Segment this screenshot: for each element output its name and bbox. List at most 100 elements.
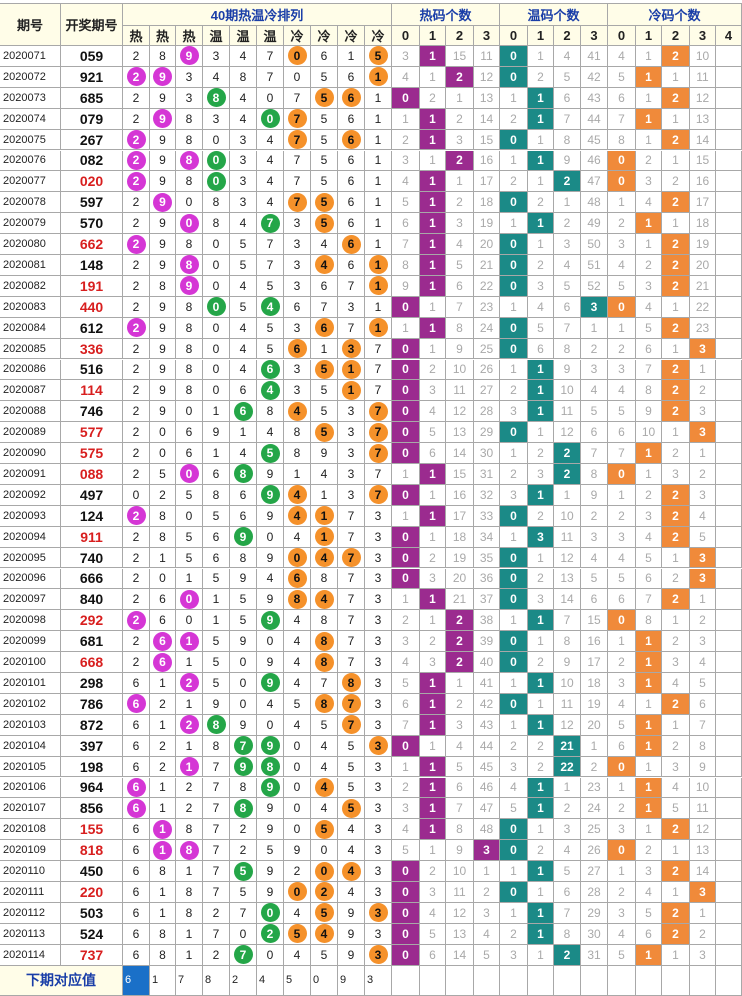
hot-ball: 2 xyxy=(126,171,146,191)
cold-count-cell: 3 xyxy=(608,673,636,694)
rank-cell: 2 xyxy=(123,171,150,193)
issue-cell: 2020095 xyxy=(0,547,61,569)
rank-cell: 9 xyxy=(150,150,176,172)
next-period-value[interactable]: 5 xyxy=(284,965,311,996)
next-period-value[interactable]: 9 xyxy=(338,965,365,996)
cold-count-cell xyxy=(716,610,742,632)
hot-count-cell: 1 xyxy=(392,589,420,611)
rank-cell: 8 xyxy=(176,171,203,193)
hot-count-cell: 42 xyxy=(474,693,500,715)
cold-count-cell: 1 xyxy=(636,944,662,966)
rank-cell: 9 xyxy=(338,902,365,924)
hot-count-cell: 40 xyxy=(474,652,500,673)
hot-count-cell: 4 xyxy=(446,735,474,757)
warm-count-cell: 3 xyxy=(554,819,581,841)
cold-ball: 1 xyxy=(368,276,388,296)
draw-number-cell: 911 xyxy=(61,526,123,548)
next-period-value[interactable]: 0 xyxy=(311,965,338,996)
cold-count-cell xyxy=(716,840,742,862)
cold-ball: 6 xyxy=(341,130,361,150)
cold-count-cell: 2 xyxy=(636,840,662,862)
hot-ball: 2 xyxy=(126,506,146,526)
warm-ball: 5 xyxy=(260,443,280,463)
warm-count-cell: 7 xyxy=(581,443,608,464)
cold-count-cell: 2 xyxy=(662,359,690,381)
hot-count-cell: 27 xyxy=(474,380,500,402)
rank-cell: 6 xyxy=(150,631,176,653)
rank-cell: 8 xyxy=(176,840,203,862)
warm-count-cell: 2 xyxy=(554,944,581,966)
hot-count-cell: 6 xyxy=(446,275,474,297)
warm-count-cell: 6 xyxy=(581,589,608,611)
rank-cell: 0 xyxy=(176,610,203,632)
next-period-value[interactable]: 1 xyxy=(150,965,176,996)
cold-ball: 4 xyxy=(314,589,334,609)
warm-count-cell: 4 xyxy=(528,296,554,318)
rank-cell: 2 xyxy=(257,923,284,945)
rank-cell: 3 xyxy=(284,275,311,297)
rank-cell: 9 xyxy=(203,422,230,444)
hot-ball: 8 xyxy=(179,255,199,275)
cold-ball: 3 xyxy=(341,339,361,359)
next-period-value[interactable]: 7 xyxy=(176,965,203,996)
next-period-value[interactable]: 4 xyxy=(257,965,284,996)
draw-number-cell: 497 xyxy=(61,484,123,506)
issue-cell: 2020101 xyxy=(0,673,61,694)
draw-number-cell: 114 xyxy=(61,380,123,402)
rank-cell: 4 xyxy=(230,443,257,464)
next-period-value[interactable]: 8 xyxy=(203,965,230,996)
hot-count-cell: 4 xyxy=(392,819,420,841)
rank-cell: 8 xyxy=(203,735,230,757)
next-period-value[interactable]: 2 xyxy=(230,965,257,996)
issue-cell: 2020094 xyxy=(0,526,61,548)
rank-cell: 0 xyxy=(257,631,284,653)
draw-number-cell: 666 xyxy=(61,568,123,590)
hot-ball: 2 xyxy=(126,610,146,630)
rank-cell: 2 xyxy=(123,317,150,339)
warm-count-cell: 15 xyxy=(581,610,608,632)
rank-cell: 9 xyxy=(257,673,284,694)
rank-cell: 0 xyxy=(203,255,230,276)
hot-count-cell: 2 xyxy=(446,610,474,632)
warm-count-cell: 0 xyxy=(500,631,528,653)
hot-count-cell: 5 xyxy=(446,756,474,778)
cold-count-cell: 4 xyxy=(636,296,662,318)
rank-cell: 1 xyxy=(150,819,176,841)
rank-cell: 9 xyxy=(257,610,284,632)
hot-count-cell: 7 xyxy=(392,234,420,255)
warm-count-cell: 1 xyxy=(528,359,554,381)
cold-count-cell: 4 xyxy=(662,673,690,694)
rank-cell: 9 xyxy=(150,255,176,276)
next-period-value[interactable]: 3 xyxy=(365,965,392,996)
cold-count-cell: 23 xyxy=(690,317,716,339)
cold-count-cell: 1 xyxy=(608,317,636,339)
warm-count-cell: 1 xyxy=(500,359,528,381)
number-header: 开奖期号 xyxy=(61,4,123,46)
footer-empty-cell xyxy=(662,965,690,996)
cold-count-cell: 0 xyxy=(608,296,636,318)
rank-cell: 8 xyxy=(176,108,203,130)
warm-count-cell: 1 xyxy=(528,610,554,632)
hot-count-cell: 14 xyxy=(446,944,474,966)
rank-cell: 0 xyxy=(150,568,176,590)
cold-count-cell: 3 xyxy=(690,547,716,569)
hot-count-cell: 1 xyxy=(420,505,446,527)
warm-ball: 0 xyxy=(260,109,280,129)
issue-cell: 2020080 xyxy=(0,234,61,255)
hot-count-cell: 2 xyxy=(420,631,446,653)
rank-cell: 6 xyxy=(123,923,150,945)
next-period-value[interactable]: 6 xyxy=(123,965,150,996)
warm-count-cell: 12 xyxy=(554,422,581,444)
hot-count-cell: 1 xyxy=(420,819,446,841)
hot-count-cell: 2 xyxy=(446,693,474,715)
footer-empty-cell xyxy=(690,965,716,996)
cold-ball: 1 xyxy=(368,255,388,275)
rank-cell: 7 xyxy=(203,923,230,945)
warm-count-cell: 3 xyxy=(528,526,554,548)
warm-count-cell: 1 xyxy=(500,673,528,694)
warm-count-cell: 2 xyxy=(500,464,528,485)
hot-count-cell: 7 xyxy=(392,714,420,736)
hot-count-cell: 25 xyxy=(474,338,500,360)
rank-cell: 5 xyxy=(311,213,338,235)
rank-cell: 0 xyxy=(176,505,203,527)
